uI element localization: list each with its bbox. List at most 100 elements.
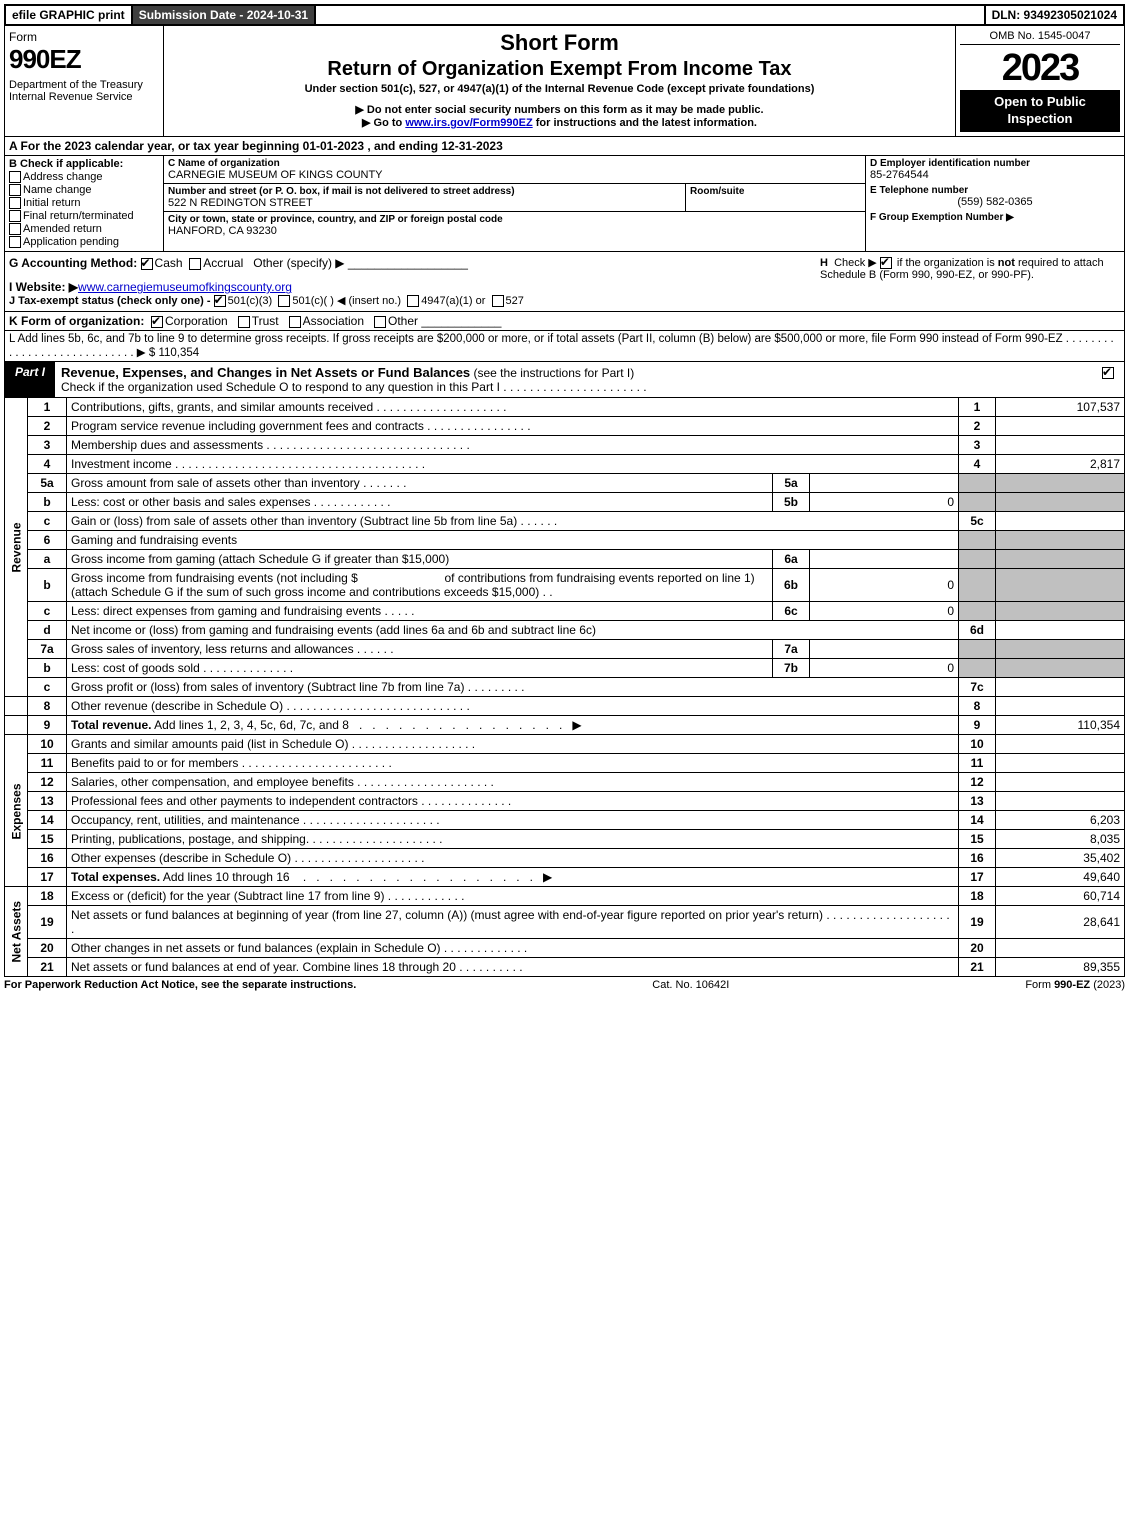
- amt-18: 60,714: [996, 887, 1125, 906]
- open-public: Open to Public Inspection: [960, 90, 1120, 132]
- label-ein: D Employer identification number: [870, 158, 1120, 169]
- subtitle-2: ▶ Do not enter social security numbers o…: [172, 103, 947, 116]
- sub3-pre: ▶ Go to: [362, 117, 405, 129]
- line-k: K Form of organization: Corporation Trus…: [4, 312, 1125, 331]
- gross-receipts: 110,354: [158, 347, 199, 359]
- chk-accrual[interactable]: [189, 258, 201, 270]
- chk-cash[interactable]: [141, 258, 153, 270]
- row-13: 13Professional fees and other payments t…: [5, 792, 1125, 811]
- net-assets-table: Net Assets 18Excess or (deficit) for the…: [4, 887, 1125, 977]
- row-1: Revenue 1 Contributions, gifts, grants, …: [5, 398, 1125, 417]
- phone: (559) 582-0365: [870, 196, 1120, 208]
- label-room: Room/suite: [690, 186, 861, 197]
- label-city: City or town, state or province, country…: [168, 214, 861, 225]
- row-7a: 7aGross sales of inventory, less returns…: [5, 640, 1125, 659]
- header-right: OMB No. 1545-0047 2023 Open to Public In…: [955, 26, 1124, 136]
- row-11: 11Benefits paid to or for members . . . …: [5, 754, 1125, 773]
- row-4: 4Investment income . . . . . . . . . . .…: [5, 455, 1125, 474]
- chk-amended[interactable]: Amended return: [9, 223, 159, 235]
- subtitle-1: Under section 501(c), 527, or 4947(a)(1)…: [172, 83, 947, 95]
- department: Department of the Treasury Internal Reve…: [9, 79, 159, 103]
- chk-initial[interactable]: Initial return: [9, 197, 159, 209]
- row-15: 15Printing, publications, postage, and s…: [5, 830, 1125, 849]
- row-9: 9Total revenue. Total revenue. Add lines…: [5, 716, 1125, 735]
- row-6b: bGross income from fundraising events (n…: [5, 569, 1125, 602]
- amt-1: 107,537: [996, 398, 1125, 417]
- part1-title: Revenue, Expenses, and Changes in Net As…: [55, 362, 1094, 397]
- org-name: CARNEGIE MUSEUM OF KINGS COUNTY: [168, 169, 861, 181]
- chk-527[interactable]: [492, 295, 504, 307]
- chk-other-org[interactable]: [374, 316, 386, 328]
- label-org-name: C Name of organization: [168, 158, 861, 169]
- subtitle-3: ▶ Go to www.irs.gov/Form990EZ for instru…: [172, 116, 947, 129]
- row-14: 14Occupancy, rent, utilities, and mainte…: [5, 811, 1125, 830]
- row-10: Expenses 10Grants and similar amounts pa…: [5, 735, 1125, 754]
- row-21: 21Net assets or fund balances at end of …: [5, 958, 1125, 977]
- row-6c: cLess: direct expenses from gaming and f…: [5, 602, 1125, 621]
- row-7c: cGross profit or (loss) from sales of in…: [5, 678, 1125, 697]
- row-2: 2Program service revenue including gover…: [5, 417, 1125, 436]
- amt-19: 28,641: [996, 906, 1125, 939]
- chk-501c3[interactable]: [214, 295, 226, 307]
- row-19: 19Net assets or fund balances at beginni…: [5, 906, 1125, 939]
- city: HANFORD, CA 93230: [168, 225, 861, 237]
- amt-17: 49,640: [996, 868, 1125, 887]
- label-phone: E Telephone number: [870, 185, 1120, 196]
- street: 522 N REDINGTON STREET: [168, 197, 681, 209]
- side-expenses: Expenses: [5, 735, 28, 887]
- part1-tag: Part I: [5, 362, 55, 397]
- website-link[interactable]: www.carnegiemuseumofkingscounty.org: [78, 280, 292, 294]
- chk-corp[interactable]: [151, 316, 163, 328]
- short-form-title: Short Form: [172, 30, 947, 56]
- amt-9: 110,354: [996, 716, 1125, 735]
- return-title: Return of Organization Exempt From Incom…: [172, 58, 947, 81]
- chk-501c[interactable]: [278, 295, 290, 307]
- efile-label[interactable]: efile GRAPHIC print: [6, 6, 133, 24]
- chk-pending[interactable]: Application pending: [9, 236, 159, 248]
- row-6: 6Gaming and fundraising events: [5, 531, 1125, 550]
- tax-year: 2023: [960, 47, 1120, 90]
- row-17: 17Total expenses. Add lines 10 through 1…: [5, 868, 1125, 887]
- irs-link[interactable]: www.irs.gov/Form990EZ: [405, 117, 532, 129]
- side-net-assets: Net Assets: [5, 887, 28, 977]
- chk-address[interactable]: Address change: [9, 171, 159, 183]
- form-ref: Form 990-EZ (2023): [1025, 979, 1125, 991]
- amt-14: 6,203: [996, 811, 1125, 830]
- amt-15: 8,035: [996, 830, 1125, 849]
- chk-trust[interactable]: [238, 316, 250, 328]
- form-word: Form: [9, 30, 159, 44]
- chk-assoc[interactable]: [289, 316, 301, 328]
- chk-name[interactable]: Name change: [9, 184, 159, 196]
- chk-h[interactable]: [880, 257, 892, 269]
- row-7b: bLess: cost of goods sold . . . . . . . …: [5, 659, 1125, 678]
- line-h: H Check ▶ H Check ▶ if the organization …: [820, 256, 1120, 307]
- ein: 85-2764544: [870, 169, 1120, 181]
- cat-no: Cat. No. 10642I: [356, 979, 1025, 991]
- box-c: C Name of organization CARNEGIE MUSEUM O…: [164, 156, 865, 252]
- part1-check-line: Check if the organization used Schedule …: [61, 380, 647, 394]
- box-def: D Employer identification number 85-2764…: [865, 156, 1124, 252]
- row-5c: cGain or (loss) from sale of assets othe…: [5, 512, 1125, 531]
- amt-16: 35,402: [996, 849, 1125, 868]
- row-8: 8Other revenue (describe in Schedule O) …: [5, 697, 1125, 716]
- row-6d: dNet income or (loss) from gaming and fu…: [5, 621, 1125, 640]
- chk-final[interactable]: Final return/terminated: [9, 210, 159, 222]
- box-b-title: B Check if applicable:: [9, 158, 123, 170]
- amt-4: 2,817: [996, 455, 1125, 474]
- label-street: Number and street (or P. O. box, if mail…: [168, 186, 681, 197]
- revenue-table: Revenue 1 Contributions, gifts, grants, …: [4, 398, 1125, 735]
- part1-schedule-o-check[interactable]: [1094, 362, 1124, 397]
- line-g: G Accounting Method: Cash Accrual Other …: [9, 256, 820, 270]
- form-number: 990EZ: [9, 44, 159, 75]
- line-i: I Website: ▶www.carnegiemuseumofkingscou…: [9, 280, 820, 294]
- row-12: 12Salaries, other compensation, and empl…: [5, 773, 1125, 792]
- chk-4947[interactable]: [407, 295, 419, 307]
- side-revenue: Revenue: [5, 398, 28, 697]
- line-j: J Tax-exempt status (check only one) - 5…: [9, 294, 820, 307]
- row-5a: 5aGross amount from sale of assets other…: [5, 474, 1125, 493]
- line-l: L Add lines 5b, 6c, and 7b to line 9 to …: [4, 331, 1125, 362]
- top-bar: efile GRAPHIC print Submission Date - 20…: [4, 4, 1125, 26]
- row-20: 20Other changes in net assets or fund ba…: [5, 939, 1125, 958]
- submission-date: Submission Date - 2024-10-31: [133, 6, 316, 24]
- amt-21: 89,355: [996, 958, 1125, 977]
